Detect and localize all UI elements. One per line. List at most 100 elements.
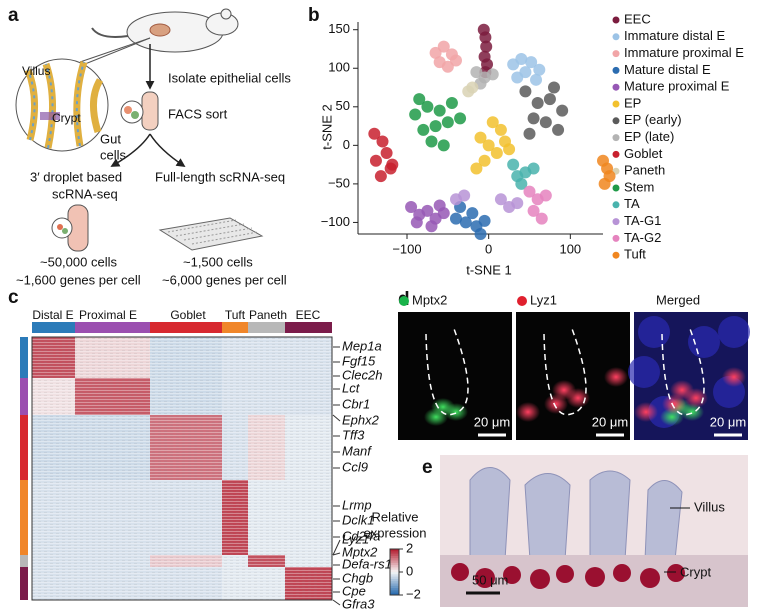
- point: [441, 116, 454, 129]
- colorbar-tick-label: −2: [406, 586, 421, 601]
- mouse-illustration: [19, 8, 239, 91]
- legend-label: TA-G1: [624, 213, 661, 228]
- legend-marker: [612, 66, 620, 74]
- y-tick-label: 150: [328, 21, 350, 36]
- colorbar-segment: [390, 590, 399, 594]
- method-text: Full-length scRNA-seq: [155, 169, 285, 184]
- point: [515, 53, 528, 66]
- gene-connector: [332, 414, 341, 422]
- villus-inset: [15, 58, 109, 152]
- scale-label: 20 μm: [710, 414, 746, 429]
- column-group-label: EEC: [296, 308, 321, 322]
- point: [533, 63, 546, 76]
- point: [511, 170, 524, 183]
- arrow: [110, 133, 151, 167]
- point: [598, 177, 611, 190]
- colorbar-segment: [390, 558, 399, 561]
- legend-marker: [612, 134, 620, 142]
- y-axis-label: t-SNE 2: [319, 104, 334, 150]
- point: [556, 104, 569, 117]
- point: [368, 127, 381, 140]
- row-group-strip: [20, 555, 28, 567]
- y-tick-label: 50: [336, 98, 350, 113]
- point: [413, 93, 426, 106]
- column-group-label: Tuft: [225, 308, 246, 322]
- point: [437, 40, 450, 53]
- gene-label: Lrmp: [342, 497, 372, 512]
- point: [421, 100, 434, 113]
- point: [527, 162, 540, 175]
- step-text: Isolate epithelial cells: [168, 70, 291, 85]
- row-group-strip: [20, 378, 28, 415]
- column-group-bar: [32, 322, 75, 333]
- x-axis-label: t-SNE 1: [466, 262, 512, 277]
- column-group-label: Proximal E: [79, 308, 137, 322]
- histology-image: [440, 455, 748, 607]
- column-group-label: Paneth: [249, 308, 287, 322]
- red-cell: [722, 367, 746, 387]
- point: [450, 54, 462, 67]
- result-text: ~6,000 genes per cell: [162, 272, 287, 287]
- legend-marker: [612, 218, 620, 226]
- red-cell: [634, 402, 658, 422]
- colorbar-segment: [390, 553, 399, 557]
- point: [459, 216, 472, 229]
- channel-marker: [517, 296, 527, 306]
- crypt-label: Crypt: [680, 564, 711, 579]
- point: [425, 135, 438, 148]
- legend-marker: [612, 100, 620, 108]
- colorbar-segment: [390, 569, 399, 573]
- legend-label: Mature proximal E: [624, 79, 730, 94]
- result-text: ~50,000 cells: [40, 254, 117, 269]
- point: [405, 201, 418, 214]
- point: [445, 96, 458, 109]
- channel-label: Mptx2: [412, 292, 447, 307]
- colorbar-tick-label: 2: [406, 540, 413, 555]
- colorbar-segment: [390, 585, 399, 589]
- colorbar-segment: [390, 572, 399, 575]
- point: [369, 154, 382, 167]
- point: [376, 135, 389, 148]
- point: [539, 116, 552, 129]
- point: [548, 81, 560, 94]
- gene-label: Ccl9: [342, 459, 368, 474]
- crypt-outline: [543, 325, 587, 416]
- gene-label: Tff3: [342, 427, 365, 442]
- colorbar-tick-label: 0: [406, 563, 413, 578]
- legend-label: Immature proximal E: [624, 45, 744, 60]
- nucleus: [638, 316, 670, 348]
- legend-label: TA: [624, 196, 640, 211]
- point: [441, 60, 454, 73]
- legend-label: Mature distal E: [624, 62, 711, 77]
- point: [523, 127, 536, 140]
- red-cell: [516, 402, 540, 422]
- column-group-bar: [150, 322, 222, 333]
- colorbar-segment: [390, 581, 399, 584]
- point: [503, 143, 516, 156]
- point: [429, 46, 442, 59]
- y-tick-label: −100: [321, 214, 350, 229]
- x-tick-label: 0: [485, 241, 492, 256]
- point: [490, 147, 503, 160]
- legend-label: EEC: [624, 11, 651, 26]
- row-group-strip: [20, 567, 28, 600]
- plate: [158, 217, 264, 251]
- point: [425, 220, 438, 233]
- panel-b: b t-SNE 1 t-SNE 2 −100 0 100 −100 −50 0 50 100 1…: [308, 5, 744, 277]
- row-group-strip: [20, 415, 28, 480]
- channel-marker: [399, 296, 409, 306]
- point: [527, 112, 540, 125]
- colorbar-segment: [390, 549, 399, 552]
- panel-c: c Distal E Proximal E Goblet Tuft Paneth EEC M…: [8, 287, 426, 611]
- legend-marker: [612, 33, 620, 41]
- colorbar-segment: [390, 583, 399, 587]
- colorbar-segment: [390, 560, 399, 564]
- gene-label: Cpe: [342, 583, 366, 598]
- nucleus: [718, 316, 750, 348]
- colorbar-segment: [390, 576, 399, 580]
- legend-label: EP (late): [624, 129, 674, 144]
- point: [454, 112, 467, 125]
- point: [417, 123, 430, 136]
- legend-label: Tuft: [624, 247, 646, 262]
- legend-label: Stem: [624, 179, 654, 194]
